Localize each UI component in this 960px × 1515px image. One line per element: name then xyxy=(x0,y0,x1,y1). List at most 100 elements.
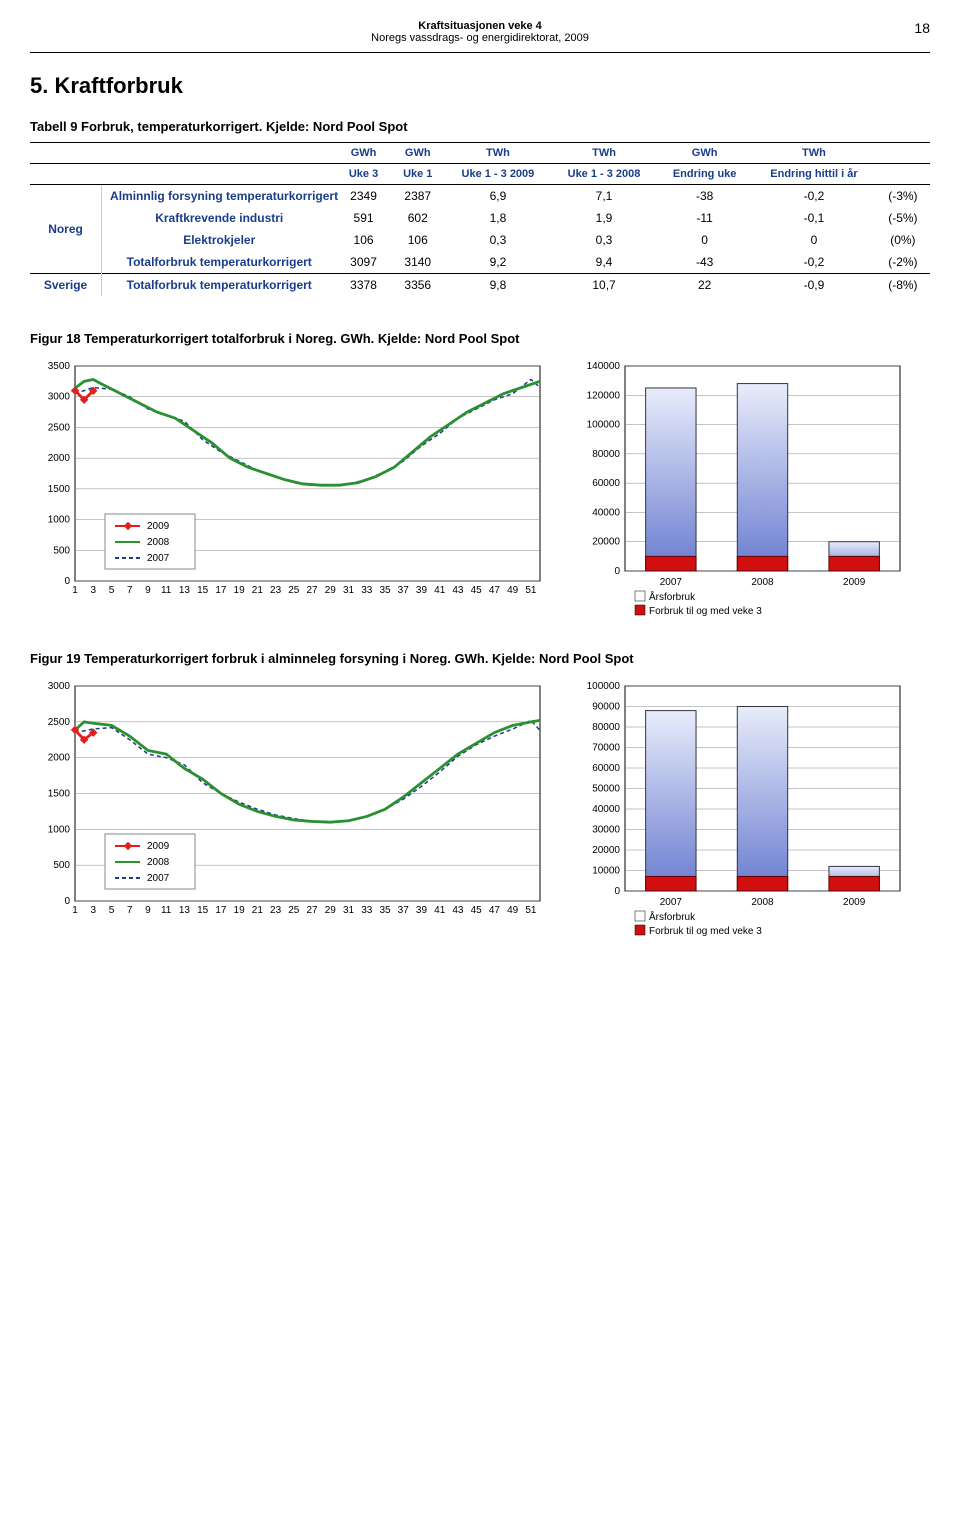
svg-text:27: 27 xyxy=(306,585,318,596)
svg-text:80000: 80000 xyxy=(592,722,620,733)
svg-text:41: 41 xyxy=(434,585,446,596)
svg-text:1000: 1000 xyxy=(48,515,71,526)
svg-text:37: 37 xyxy=(398,905,410,916)
fig18-row: 0500100015002000250030003500135791113151… xyxy=(30,356,930,616)
fig19-line-chart: 0500100015002000250030001357911131517192… xyxy=(30,676,550,936)
svg-text:33: 33 xyxy=(361,585,373,596)
svg-text:25: 25 xyxy=(288,905,300,916)
svg-text:1000: 1000 xyxy=(48,824,71,835)
header-title: Kraftsituasjonen veke 4 xyxy=(30,20,930,32)
svg-text:27: 27 xyxy=(306,905,318,916)
svg-text:3: 3 xyxy=(90,585,96,596)
svg-text:11: 11 xyxy=(161,585,172,596)
svg-text:2008: 2008 xyxy=(147,537,170,548)
svg-text:19: 19 xyxy=(234,585,246,596)
svg-text:120000: 120000 xyxy=(587,390,621,401)
svg-text:70000: 70000 xyxy=(592,743,620,754)
svg-text:39: 39 xyxy=(416,585,428,596)
fig18-caption: Figur 18 Temperaturkorrigert totalforbru… xyxy=(30,331,930,346)
section-title: Kraftforbruk xyxy=(54,73,182,98)
svg-text:21: 21 xyxy=(252,585,264,596)
svg-text:11: 11 xyxy=(161,905,172,916)
page-header: Kraftsituasjonen veke 4 Noregs vassdrags… xyxy=(30,20,930,44)
svg-text:2007: 2007 xyxy=(147,553,170,564)
svg-text:2008: 2008 xyxy=(751,577,774,588)
svg-text:2009: 2009 xyxy=(147,521,170,532)
svg-text:60000: 60000 xyxy=(592,478,620,489)
svg-text:5: 5 xyxy=(109,905,115,916)
svg-text:25: 25 xyxy=(288,585,300,596)
header-rule xyxy=(30,52,930,53)
svg-text:0: 0 xyxy=(614,886,620,897)
svg-text:43: 43 xyxy=(452,905,464,916)
svg-text:47: 47 xyxy=(489,585,501,596)
svg-text:33: 33 xyxy=(361,905,373,916)
svg-text:5: 5 xyxy=(109,585,115,596)
svg-text:23: 23 xyxy=(270,585,282,596)
svg-text:100000: 100000 xyxy=(587,681,621,692)
svg-text:19: 19 xyxy=(234,905,246,916)
svg-text:10000: 10000 xyxy=(592,866,620,877)
fig18-bar-chart: 0200004000060000800001000001200001400002… xyxy=(570,356,930,616)
section-heading: 5. Kraftforbruk xyxy=(30,73,930,99)
svg-text:31: 31 xyxy=(343,585,355,596)
svg-text:2009: 2009 xyxy=(843,897,866,908)
svg-text:3000: 3000 xyxy=(48,681,71,692)
svg-text:1: 1 xyxy=(72,905,78,916)
svg-text:3500: 3500 xyxy=(48,361,71,372)
svg-text:Årsforbruk: Årsforbruk xyxy=(649,910,696,923)
svg-text:51: 51 xyxy=(525,905,537,916)
svg-text:23: 23 xyxy=(270,905,282,916)
svg-text:500: 500 xyxy=(53,545,70,556)
svg-text:9: 9 xyxy=(145,585,151,596)
svg-text:7: 7 xyxy=(127,905,133,916)
svg-text:Forbruk til og med veke 3: Forbruk til og med veke 3 xyxy=(649,926,762,937)
table9-caption: Tabell 9 Forbruk, temperaturkorrigert. K… xyxy=(30,119,930,134)
svg-text:2008: 2008 xyxy=(147,857,170,868)
svg-text:2500: 2500 xyxy=(48,717,71,728)
svg-text:15: 15 xyxy=(197,585,209,596)
svg-text:20000: 20000 xyxy=(592,845,620,856)
svg-text:500: 500 xyxy=(53,860,70,871)
svg-text:2007: 2007 xyxy=(147,873,170,884)
svg-text:0: 0 xyxy=(64,576,70,587)
svg-text:0: 0 xyxy=(614,566,620,577)
svg-text:40000: 40000 xyxy=(592,507,620,518)
svg-text:2009: 2009 xyxy=(147,841,170,852)
svg-text:35: 35 xyxy=(379,905,391,916)
page-number: 18 xyxy=(914,20,930,36)
svg-text:21: 21 xyxy=(252,905,264,916)
svg-text:40000: 40000 xyxy=(592,804,620,815)
svg-text:2000: 2000 xyxy=(48,753,71,764)
svg-text:50000: 50000 xyxy=(592,784,620,795)
fig18-line-chart: 0500100015002000250030003500135791113151… xyxy=(30,356,550,616)
svg-text:49: 49 xyxy=(507,585,519,596)
svg-text:35: 35 xyxy=(379,585,391,596)
svg-text:140000: 140000 xyxy=(587,361,621,372)
table9: GWhGWhTWhTWhGWhTWhUke 3Uke 1Uke 1 - 3 20… xyxy=(30,142,930,296)
svg-text:41: 41 xyxy=(434,905,446,916)
svg-text:0: 0 xyxy=(64,896,70,907)
svg-text:1500: 1500 xyxy=(48,484,71,495)
svg-text:90000: 90000 xyxy=(592,702,620,713)
svg-text:3000: 3000 xyxy=(48,392,71,403)
svg-text:7: 7 xyxy=(127,585,133,596)
svg-text:3: 3 xyxy=(90,905,96,916)
svg-text:15: 15 xyxy=(197,905,209,916)
svg-text:29: 29 xyxy=(325,585,337,596)
svg-text:31: 31 xyxy=(343,905,355,916)
svg-text:39: 39 xyxy=(416,905,428,916)
svg-text:1500: 1500 xyxy=(48,789,71,800)
svg-text:80000: 80000 xyxy=(592,449,620,460)
fig19-row: 0500100015002000250030001357911131517192… xyxy=(30,676,930,936)
header-subtitle: Noregs vassdrags- og energidirektorat, 2… xyxy=(30,32,930,44)
svg-text:13: 13 xyxy=(179,585,191,596)
svg-text:2009: 2009 xyxy=(843,577,866,588)
svg-text:9: 9 xyxy=(145,905,151,916)
svg-text:2007: 2007 xyxy=(660,897,683,908)
svg-text:37: 37 xyxy=(398,585,410,596)
svg-text:100000: 100000 xyxy=(587,420,621,431)
svg-text:60000: 60000 xyxy=(592,763,620,774)
svg-text:2000: 2000 xyxy=(48,453,71,464)
svg-text:Årsforbruk: Årsforbruk xyxy=(649,590,696,603)
